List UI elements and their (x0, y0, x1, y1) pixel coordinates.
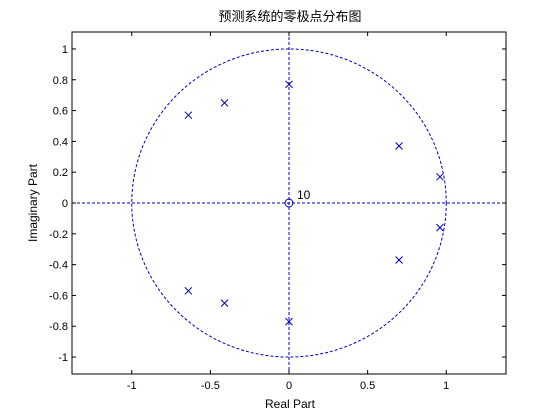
pole-stroke (436, 223, 444, 232)
x-axis-label: Real Part (265, 397, 316, 411)
pole-marker (285, 80, 293, 89)
y-tick-label: 0.8 (53, 75, 68, 87)
y-axis-label: Imaginary Part (26, 163, 40, 242)
y-tick-label: -0.8 (49, 321, 68, 333)
pole-stroke (220, 99, 229, 107)
y-tick-label: 1 (62, 44, 68, 56)
y-tick-label: -0.6 (49, 290, 68, 302)
x-tick-label: 0 (286, 380, 292, 392)
pole-stroke (220, 299, 229, 307)
chart-title: 预测系统的零极点分布图 (218, 9, 361, 25)
pole-marker (436, 223, 444, 232)
pole-stroke (436, 172, 444, 181)
pole-stroke (184, 286, 193, 295)
x-tick-label: -1 (127, 380, 137, 392)
zero-marker (284, 198, 294, 208)
y-tick-label: -0.4 (49, 260, 68, 272)
pole-stroke (184, 111, 193, 120)
pole-marker (436, 172, 444, 181)
pole-stroke (395, 256, 403, 264)
x-tick-label: -0.5 (201, 380, 220, 392)
plot-area: -1 -0.5 0 0.5 1 -1 -0.8 -0.6 -0.4 -0.2 0 0.2 0.4 0.6 0… (49, 31, 507, 392)
pole-marker (395, 142, 403, 150)
y-tick-label: 0.4 (53, 136, 68, 148)
pole-stroke (395, 142, 403, 150)
x-tick-label: 1 (443, 380, 449, 392)
y-tick-label: 0 (62, 198, 68, 210)
y-tick-label: -1 (58, 352, 68, 364)
unit-circle (131, 48, 447, 358)
pole-marker (220, 99, 229, 107)
y-tick-label: -0.2 (49, 229, 68, 241)
pole-stroke (285, 317, 293, 326)
pole-stroke (285, 80, 293, 89)
y-tick-label: 0.2 (53, 167, 68, 179)
x-tick-label: 0.5 (360, 380, 375, 392)
pole-marker (184, 286, 193, 295)
pole-marker (285, 317, 293, 326)
pole-marker (395, 256, 403, 264)
pole-marker (220, 299, 229, 307)
zero-multiplicity-label: 10 (297, 188, 311, 202)
y-tick-label: 0.6 (53, 106, 68, 118)
pole-marker (184, 111, 193, 120)
